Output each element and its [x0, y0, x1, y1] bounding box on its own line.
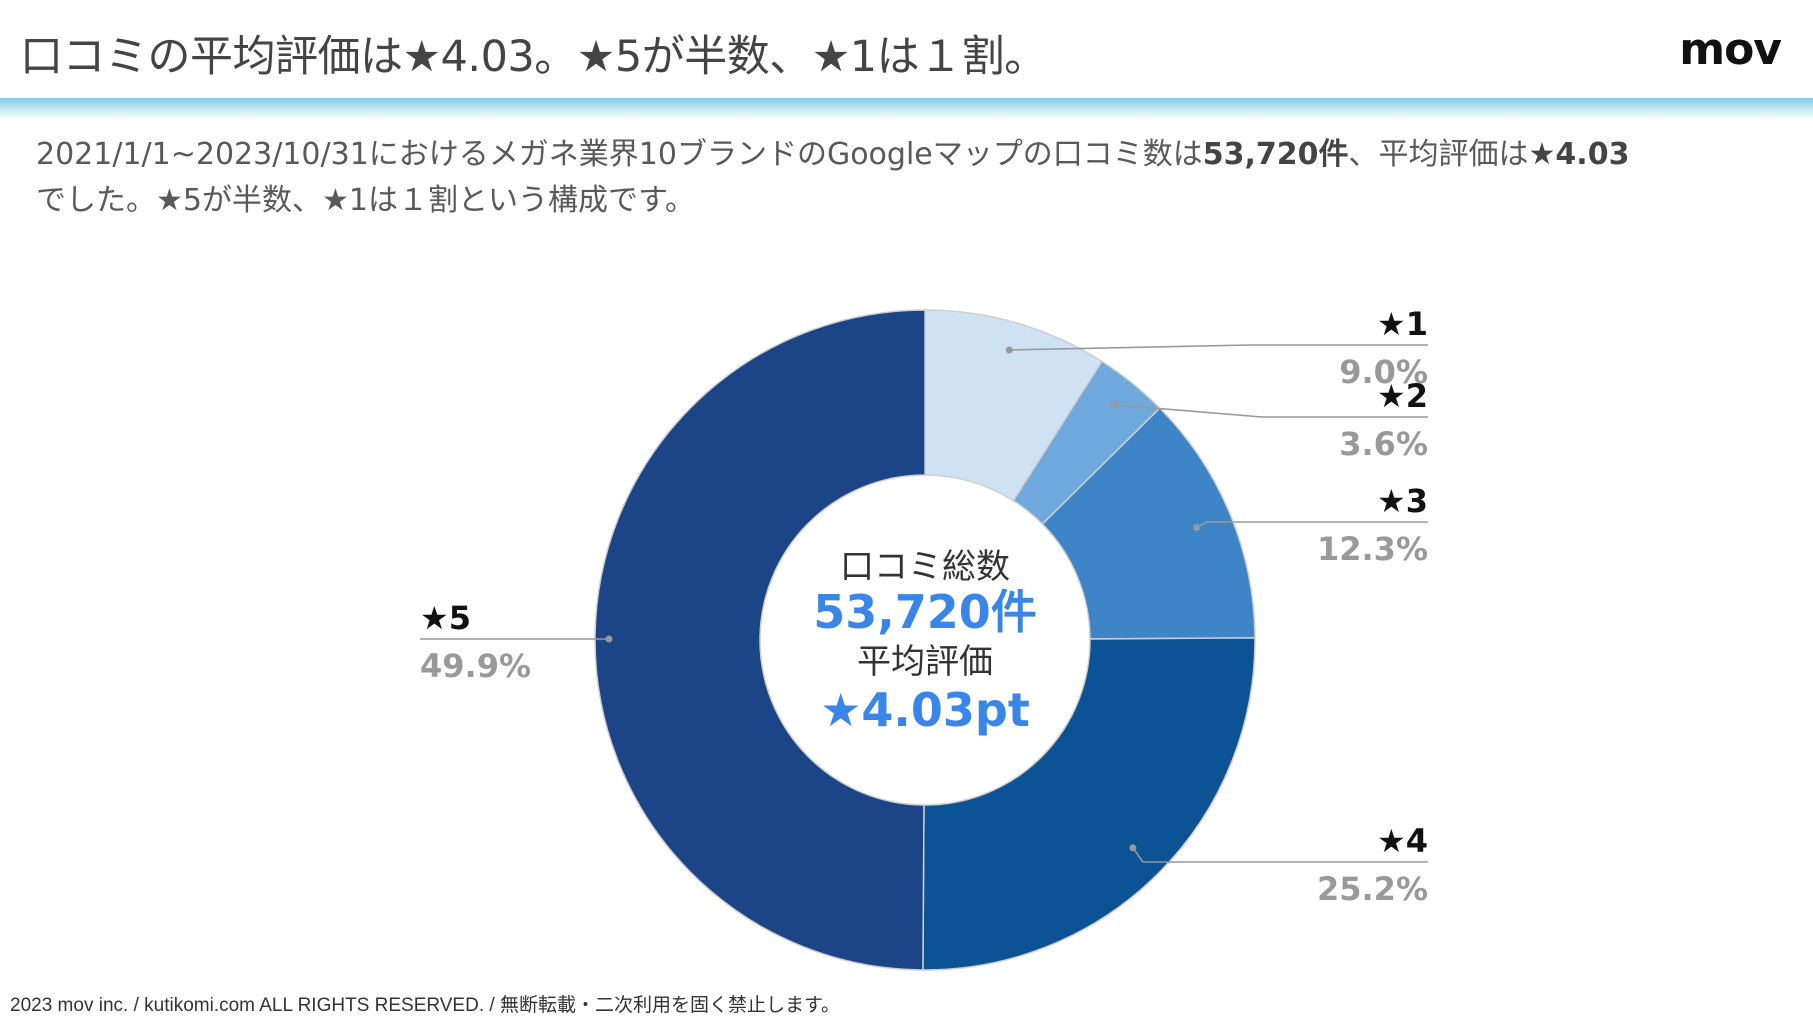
page-title: 口コミの平均評価は★4.03。★5が半数、★1は１割。	[20, 32, 1047, 82]
footer-copyright: 2023 mov inc. / kutikomi.com ALL RIGHTS …	[10, 995, 841, 1016]
slice-star-3	[1041, 407, 1256, 640]
center-value-average: ★4.03pt	[820, 683, 1030, 737]
leader-dot-star-2	[1111, 401, 1119, 409]
mov-logo[interactable]: mov	[1679, 24, 1782, 75]
label-star-1: ★1	[1377, 305, 1428, 343]
leader-line-star-2	[1114, 404, 1428, 418]
value-star-3: 12.3%	[1317, 530, 1428, 568]
value-star-4: 25.2%	[1317, 870, 1428, 908]
center-label-total: 口コミ総数	[840, 547, 1010, 587]
label-star-3: ★3	[1377, 482, 1428, 520]
description-average: ★4.03	[1528, 137, 1630, 172]
value-star-5: 49.9%	[420, 647, 531, 685]
leader-dot-star-1	[1005, 346, 1013, 354]
leader-dot-star-3	[1193, 523, 1201, 531]
value-star-2: 3.6%	[1339, 425, 1428, 463]
leader-dot-star-4	[1129, 844, 1137, 852]
description-text-2: 、平均評価は	[1348, 137, 1529, 172]
leader-dot-star-5	[605, 635, 613, 643]
label-star-2: ★2	[1377, 377, 1428, 415]
center-label-average: 平均評価	[857, 642, 993, 682]
leader-line-star-4	[1132, 847, 1428, 863]
header: 口コミの平均評価は★4.03。★5が半数、★1は１割。 mov	[0, 0, 1813, 98]
description: 2021/1/1~2023/10/31におけるメガネ業界10ブランドのGoogl…	[36, 132, 1796, 224]
leader-line-star-3	[1196, 521, 1428, 529]
center-value-total: 53,720件	[813, 585, 1037, 639]
label-star-5: ★5	[420, 599, 471, 637]
value-star-1: 9.0%	[1339, 353, 1428, 391]
description-text-1: 2021/1/1~2023/10/31におけるメガネ業界10ブランドのGoogl…	[36, 137, 1203, 172]
description-text-3: でした。★5が半数、★1は１割という構成です。	[36, 183, 695, 218]
slice-star-5	[594, 309, 926, 971]
label-star-4: ★4	[1377, 822, 1428, 860]
description-count: 53,720件	[1202, 137, 1349, 172]
header-gradient-bar	[0, 98, 1813, 120]
slice-star-4	[922, 637, 1256, 971]
leader-line-star-1	[1009, 344, 1428, 351]
